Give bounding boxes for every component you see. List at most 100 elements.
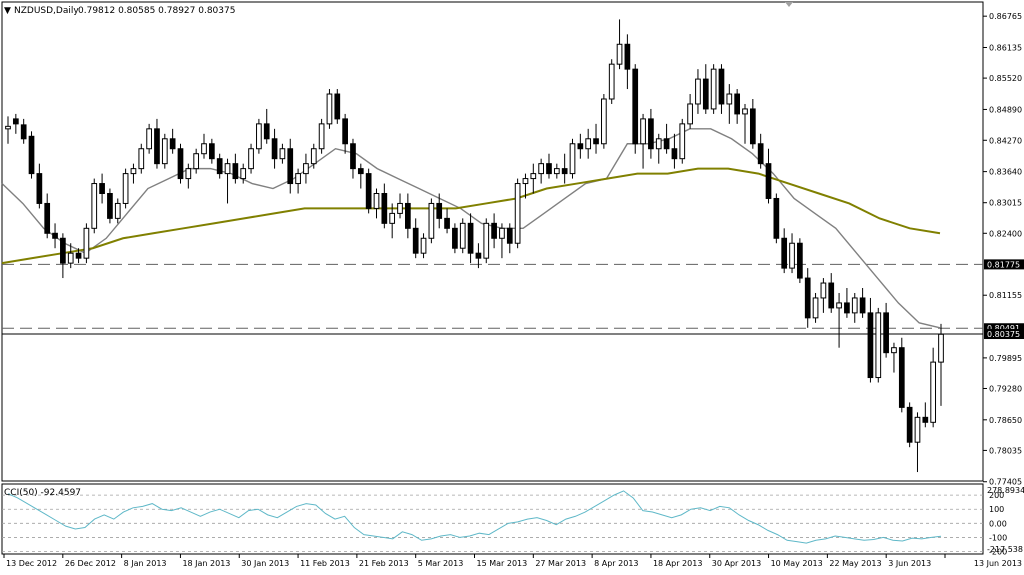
candle-body-bull	[679, 123, 686, 160]
candle	[452, 223, 458, 254]
scroll-marker-icon[interactable]	[785, 2, 793, 7]
candle-body-bear	[36, 173, 43, 204]
price-tick-label: 0.81155	[989, 291, 1022, 300]
candle	[898, 337, 905, 413]
candlesticks	[5, 19, 944, 473]
candle	[397, 193, 403, 219]
candle-body-bull	[201, 143, 207, 155]
candle-body-bull	[655, 138, 662, 150]
candle	[844, 288, 850, 318]
candle-body-bear	[365, 173, 372, 209]
candle-body-bull	[146, 128, 152, 150]
candle-body-bear	[593, 138, 599, 145]
candle	[726, 84, 733, 124]
candle	[553, 163, 560, 179]
price-tick-label: 0.77405	[989, 478, 1022, 487]
price-level-tag	[984, 329, 1024, 340]
candle	[742, 103, 748, 144]
candle	[436, 193, 443, 229]
time-tick-label: 5 Mar 2013	[418, 559, 464, 568]
candle	[577, 133, 584, 159]
time-axis: 13 Dec 2012 26 Dec 2012 8 Jan 2013 18 Jan 2…	[3, 554, 1022, 568]
candle-body-bear	[491, 222, 497, 239]
candle	[538, 158, 544, 184]
candle	[256, 118, 262, 154]
candle	[530, 163, 537, 194]
candle-body-bear	[208, 143, 215, 160]
price-axis: 0.86765 0.86135 0.85520 0.84890 0.84270 0.836…	[983, 12, 1022, 487]
candle	[216, 153, 223, 179]
candle-body-bull	[514, 183, 521, 244]
candle	[773, 193, 780, 244]
price-tick-label: 0.78035	[989, 446, 1022, 455]
price-tick-label: 0.83015	[989, 199, 1022, 208]
candle-body-bull	[608, 63, 615, 100]
candle-body-bull	[138, 148, 145, 170]
candle	[781, 228, 788, 274]
candle	[585, 128, 592, 159]
candle-body-bull	[522, 178, 529, 185]
candle	[930, 347, 937, 428]
candle-body-bull	[248, 148, 254, 170]
candle-body-bull	[326, 93, 333, 125]
candle-body-bull	[569, 143, 576, 175]
candle	[60, 233, 66, 279]
candle	[201, 133, 207, 159]
candle	[789, 233, 795, 274]
candle	[381, 183, 388, 229]
candle	[648, 108, 654, 159]
candle-body-bull	[295, 173, 301, 185]
candle-body-bear	[702, 78, 709, 110]
candle-body-bear	[75, 252, 82, 259]
candle	[44, 193, 51, 239]
candle-body-bear	[624, 43, 631, 70]
sma-slow-line	[1, 167, 941, 265]
cci-level-label: 200	[989, 491, 1004, 500]
candle	[891, 342, 897, 373]
candle-body-bull	[640, 118, 646, 145]
time-tick-label: 8 Apr 2013	[594, 559, 638, 568]
candle-body-bull	[318, 123, 325, 150]
candle-body-bear	[107, 193, 113, 219]
candle-body-bear	[475, 252, 482, 259]
candle-body-bear	[718, 68, 725, 105]
candle	[287, 138, 294, 194]
candle	[326, 89, 333, 129]
time-tick-label: 18 Apr 2013	[653, 559, 702, 568]
candle	[906, 402, 913, 448]
cci-indicator: 200 100 0.00 -100 -200	[2, 490, 1007, 557]
candle-body-bull	[279, 148, 286, 160]
candle-body-bull	[185, 168, 192, 180]
candle-body-bull	[397, 202, 403, 214]
price-tick-label: 0.86765	[989, 12, 1022, 21]
candle	[122, 168, 129, 209]
ohlc-label: 0.79812 0.80585 0.78927 0.80375	[78, 6, 235, 16]
candle	[938, 323, 944, 406]
candle-body-bear	[405, 202, 411, 229]
candle	[36, 163, 43, 209]
candle-body-bull	[122, 173, 129, 204]
candle	[914, 412, 921, 473]
candle-body-bear	[781, 237, 788, 269]
price-tick-label: 0.79280	[989, 384, 1022, 393]
candle	[154, 118, 160, 169]
candle-body-bull	[256, 123, 262, 150]
candle	[640, 113, 646, 169]
candle	[491, 213, 497, 249]
candle	[804, 268, 811, 328]
candle	[279, 143, 286, 164]
cci-line	[7, 490, 942, 544]
candle	[107, 188, 113, 224]
candle	[99, 173, 105, 204]
candle	[561, 153, 568, 184]
candle	[138, 143, 145, 174]
symbol-label: NZDUSD,Daily	[14, 6, 79, 16]
candle-body-bull	[891, 347, 897, 354]
candle-body-bear	[334, 93, 341, 120]
candle-body-bull	[303, 163, 309, 175]
time-tick-label: 27 Mar 2013	[535, 559, 586, 568]
candle-body-bull	[428, 202, 435, 239]
candle-body-bull	[67, 252, 74, 264]
